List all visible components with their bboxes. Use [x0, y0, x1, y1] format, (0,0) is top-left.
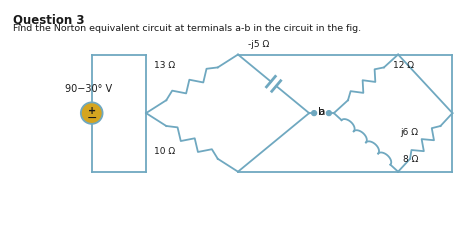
Circle shape	[327, 111, 331, 116]
Text: 90−30° V: 90−30° V	[65, 84, 112, 94]
Text: 8 Ω: 8 Ω	[403, 155, 419, 164]
Text: −: −	[86, 111, 97, 125]
Text: 12 Ω: 12 Ω	[393, 61, 414, 70]
Text: a: a	[318, 107, 324, 117]
Text: Find the Norton equivalent circuit at terminals a-b in the circuit in the fig.: Find the Norton equivalent circuit at te…	[13, 24, 361, 33]
Text: 13 Ω: 13 Ω	[154, 61, 175, 70]
Text: j6 Ω: j6 Ω	[400, 128, 418, 137]
Circle shape	[311, 111, 317, 116]
Text: 10 Ω: 10 Ω	[154, 147, 175, 156]
Text: Question 3: Question 3	[13, 14, 84, 27]
Text: -j5 Ω: -j5 Ω	[248, 40, 269, 49]
Text: b: b	[319, 107, 325, 117]
Circle shape	[81, 102, 102, 124]
Text: +: +	[88, 106, 96, 116]
